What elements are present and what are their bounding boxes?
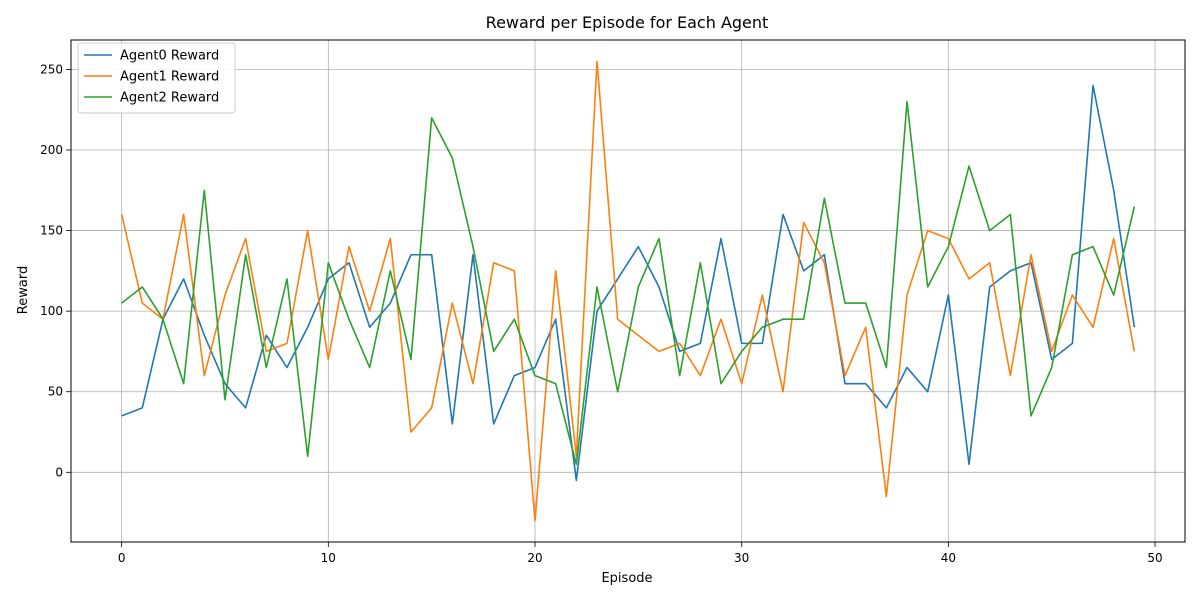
y-axis-ticks: 0 50 100 150 200 250 xyxy=(40,62,71,479)
x-axis-ticks: 0 10 20 30 40 50 xyxy=(118,542,1163,565)
x-tick-label: 40 xyxy=(941,551,956,565)
series-line-agent0 xyxy=(121,84,1136,482)
legend-label: Agent2 Reward xyxy=(120,91,219,106)
legend: Agent0 Reward Agent1 Reward Agent2 Reward xyxy=(77,42,236,114)
legend-box xyxy=(77,42,236,114)
x-axis-label: Episode xyxy=(601,571,652,586)
y-axis-label: Reward xyxy=(16,266,31,314)
chart-title: Reward per Episode for Each Agent xyxy=(486,13,769,32)
legend-label: Agent0 Reward xyxy=(120,49,219,64)
x-tick-label: 30 xyxy=(734,551,749,565)
plot-frame xyxy=(70,39,1186,543)
legend-label: Agent1 Reward xyxy=(120,70,219,85)
y-tick-label: 100 xyxy=(40,304,63,318)
x-tick-label: 10 xyxy=(321,551,336,565)
x-tick-label: 20 xyxy=(527,551,542,565)
x-tick-label: 50 xyxy=(1147,551,1162,565)
y-tick-label: 50 xyxy=(48,385,63,399)
y-tick-label: 150 xyxy=(40,224,63,238)
x-tick-label: 0 xyxy=(118,551,126,565)
series-line-agent2 xyxy=(121,100,1136,466)
y-tick-label: 200 xyxy=(40,143,63,157)
y-tick-label: 250 xyxy=(40,62,63,76)
series-lines xyxy=(120,60,1136,522)
series-line-agent1 xyxy=(120,60,1136,522)
y-tick-label: 0 xyxy=(55,465,63,479)
